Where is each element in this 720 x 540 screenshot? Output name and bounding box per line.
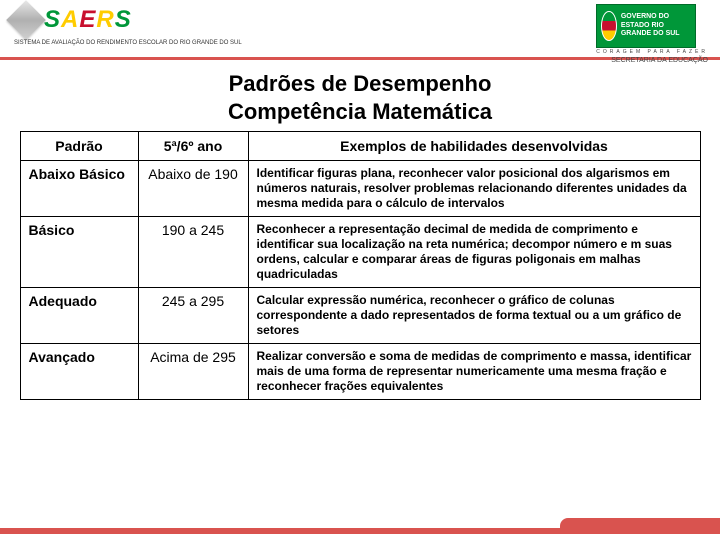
footer-accent-bar <box>0 528 720 534</box>
secretaria-label: SECRETARIA DA EDUCAÇÃO <box>596 57 708 64</box>
logo-saers-block: SAERS SISTEMA DE AVALIAÇÃO DO RENDIMENTO… <box>12 6 242 47</box>
title-line-1: Padrões de Desempenho <box>229 71 492 96</box>
saers-logo: SAERS <box>12 6 132 34</box>
col-header-exemplos: Exemplos de habilidades desenvolvidas <box>248 132 700 161</box>
cell-padrao: Básico <box>20 217 138 288</box>
cell-ano: Abaixo de 190 <box>138 161 248 217</box>
cell-padrao: Avançado <box>20 344 138 400</box>
performance-table: Padrão 5ª/6º ano Exemplos de habilidades… <box>20 131 701 400</box>
cell-padrao: Abaixo Básico <box>20 161 138 217</box>
gov-text: GOVERNO DO ESTADO RIO GRANDE DO SUL <box>621 13 695 38</box>
table-row: Básico 190 a 245 Reconhecer a representa… <box>20 217 700 288</box>
cell-ano: Acima de 295 <box>138 344 248 400</box>
cube-icon <box>6 0 46 40</box>
saers-wordmark: SAERS <box>44 6 132 34</box>
cell-padrao: Adequado <box>20 288 138 344</box>
cell-ano: 190 a 245 <box>138 217 248 288</box>
cell-exemplos: Calcular expressão numérica, reconhecer … <box>248 288 700 344</box>
col-header-padrao: Padrão <box>20 132 138 161</box>
col-header-ano: 5ª/6º ano <box>138 132 248 161</box>
flag-icon <box>601 11 617 41</box>
table-row: Adequado 245 a 295 Calcular expressão nu… <box>20 288 700 344</box>
logo-gov-block: GOVERNO DO ESTADO RIO GRANDE DO SUL CORA… <box>596 4 708 64</box>
page-title: Padrões de Desempenho Competência Matemá… <box>0 70 720 125</box>
table-header-row: Padrão 5ª/6º ano Exemplos de habilidades… <box>20 132 700 161</box>
cell-ano: 245 a 295 <box>138 288 248 344</box>
header-bar: SAERS SISTEMA DE AVALIAÇÃO DO RENDIMENTO… <box>0 0 720 60</box>
cell-exemplos: Reconhecer a representação decimal de me… <box>248 217 700 288</box>
cell-exemplos: Realizar conversão e soma de medidas de … <box>248 344 700 400</box>
saers-subtitle: SISTEMA DE AVALIAÇÃO DO RENDIMENTO ESCOL… <box>14 40 242 47</box>
gov-logo: GOVERNO DO ESTADO RIO GRANDE DO SUL <box>596 4 696 48</box>
table-row: Avançado Acima de 295 Realizar conversão… <box>20 344 700 400</box>
title-line-2: Competência Matemática <box>228 99 492 124</box>
table-row: Abaixo Básico Abaixo de 190 Identificar … <box>20 161 700 217</box>
cell-exemplos: Identificar figuras plana, reconhecer va… <box>248 161 700 217</box>
gov-slogan: CORAGEM PARA FAZER <box>596 49 708 55</box>
